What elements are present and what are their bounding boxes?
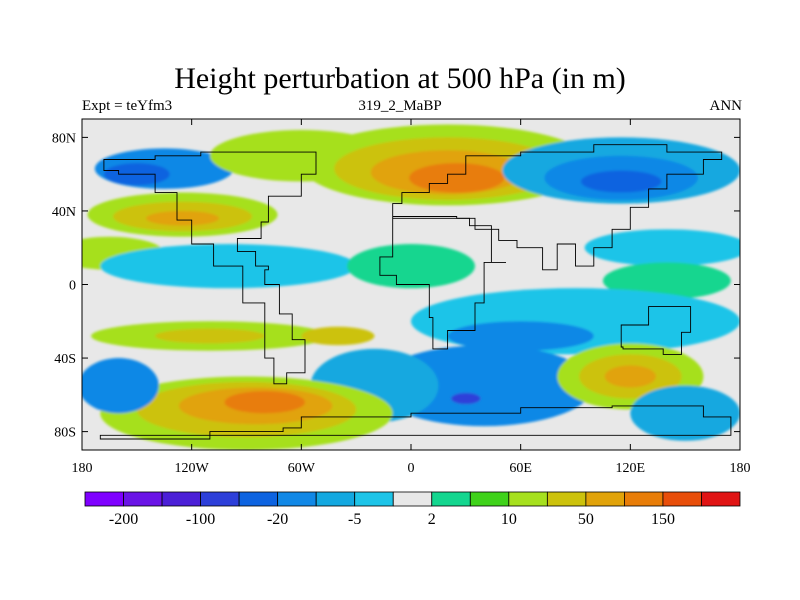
y-tick-label-2: 0 xyxy=(69,279,76,294)
chart-subtitle-left: Expt = teYfm3 xyxy=(82,98,173,114)
contour-region-23 xyxy=(374,345,594,427)
colorbar-swatch-3 xyxy=(200,491,240,507)
colorbar-swatch-7 xyxy=(354,491,394,507)
y-tick-label-1: 40N xyxy=(52,205,76,220)
contour-region-30 xyxy=(82,358,159,414)
contour-region-29 xyxy=(224,391,305,414)
chart-title: Height perturbation at 500 hPa (in m) xyxy=(174,62,626,95)
colorbar-swatch-4 xyxy=(238,491,279,507)
colorbar-swatch-1 xyxy=(123,491,163,507)
contour-region-9 xyxy=(580,170,662,193)
coastline-4 xyxy=(99,405,732,440)
coastline-3 xyxy=(620,306,692,355)
colorbar-swatch-5 xyxy=(277,491,317,507)
colorbar: -200 -100 -20 -5 2 10 50 150 xyxy=(84,491,741,528)
coastline-2 xyxy=(392,144,723,271)
x-tick-label-3: 0 xyxy=(408,461,415,476)
colorbar-swatch-13 xyxy=(585,491,625,507)
chart-subtitle-center: 319_2_MaBP xyxy=(358,98,442,114)
colorbar-swatch-10 xyxy=(469,491,510,507)
x-tick-label-2: 60W xyxy=(288,461,316,476)
colorbar-label-0: -200 xyxy=(109,511,138,528)
y-tick-label-0: 80N xyxy=(52,131,76,146)
coastline-0 xyxy=(103,151,317,385)
contour-region-19 xyxy=(447,321,594,351)
colorbar-swatch-6 xyxy=(315,491,356,507)
contour-region-33 xyxy=(604,365,656,388)
contour-region-6 xyxy=(409,163,505,193)
x-tick-label-6: 180 xyxy=(730,461,751,476)
colorbar-swatch-0 xyxy=(84,491,124,507)
colorbar-label-7: 150 xyxy=(651,511,675,528)
y-tick-label-3: 40S xyxy=(54,352,76,367)
colorbar-label-6: 50 xyxy=(578,511,594,528)
contour-region-16 xyxy=(584,229,740,267)
colorbar-swatch-8 xyxy=(392,491,433,507)
x-tick-label-4: 60E xyxy=(509,461,532,476)
contour-region-12 xyxy=(145,210,220,226)
contour-region-22 xyxy=(301,326,375,346)
colorbar-swatch-12 xyxy=(546,491,587,507)
colorbar-swatch-16 xyxy=(701,491,741,507)
colorbar-label-5: 10 xyxy=(501,511,517,528)
colorbar-label-3: -5 xyxy=(348,511,361,528)
x-tick-label-0: 180 xyxy=(72,461,93,476)
contour-region-15 xyxy=(347,244,475,289)
contour-region-17 xyxy=(602,262,731,300)
colorbar-label-4: 2 xyxy=(428,511,436,528)
colorbar-swatch-14 xyxy=(624,491,664,507)
colorbar-swatch-11 xyxy=(508,491,548,507)
colorbar-swatch-15 xyxy=(662,491,702,507)
chart-subtitle-right: ANN xyxy=(709,98,743,114)
contour-region-24 xyxy=(451,392,481,405)
x-tick-label-5: 120E xyxy=(616,461,646,476)
axes: 180 120W 60W 0 60E 120E 180 80N 40N 0 40S 80S xyxy=(52,119,751,476)
coastlines xyxy=(99,144,732,440)
colorbar-label-2: -20 xyxy=(267,511,288,528)
contour-field xyxy=(82,119,740,450)
contour-region-34 xyxy=(630,385,740,441)
colorbar-swatch-9 xyxy=(431,491,471,507)
colorbar-label-1: -100 xyxy=(186,511,215,528)
coastline-1 xyxy=(379,217,506,350)
contour-region-21 xyxy=(155,328,265,344)
x-tick-label-1: 120W xyxy=(175,461,210,476)
colorbar-swatch-2 xyxy=(161,491,201,507)
y-tick-label-4: 80S xyxy=(54,426,76,441)
